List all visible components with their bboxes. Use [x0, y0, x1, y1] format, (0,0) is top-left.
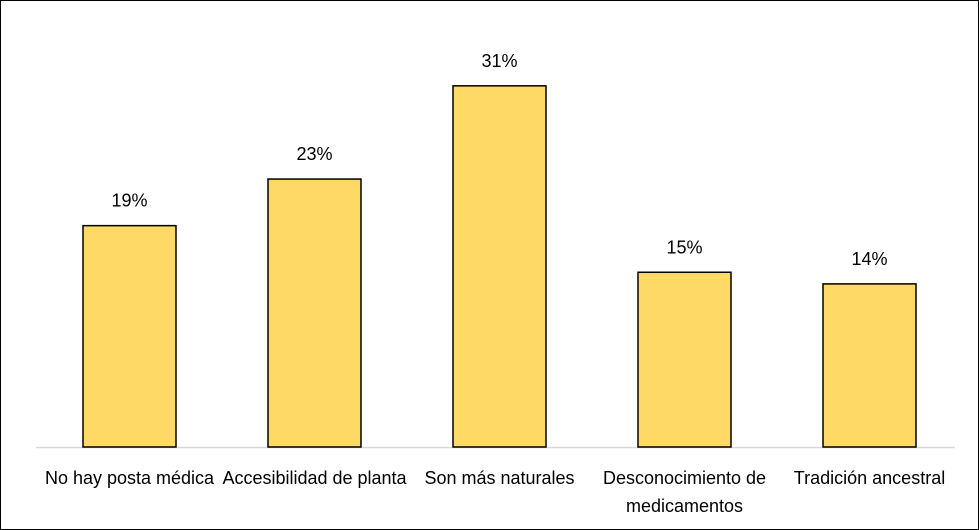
data-label: 19% — [111, 191, 147, 211]
bar — [637, 271, 732, 448]
data-label: 15% — [666, 237, 702, 257]
data-label: 23% — [296, 144, 332, 164]
bar — [82, 224, 177, 448]
data-label: 31% — [481, 51, 517, 71]
data-label: 14% — [851, 249, 887, 269]
bar — [822, 283, 917, 448]
x-tick-label: Son más naturales — [424, 468, 575, 488]
x-tick-label: Accesibilidad de planta — [222, 468, 407, 488]
x-tick-label: Tradición ancestral — [793, 468, 946, 488]
bar — [267, 178, 362, 448]
x-tick-label: Desconocimiento de medicamentos — [602, 468, 767, 516]
x-tick-label: No hay posta médica — [44, 468, 215, 488]
bar — [452, 85, 547, 448]
